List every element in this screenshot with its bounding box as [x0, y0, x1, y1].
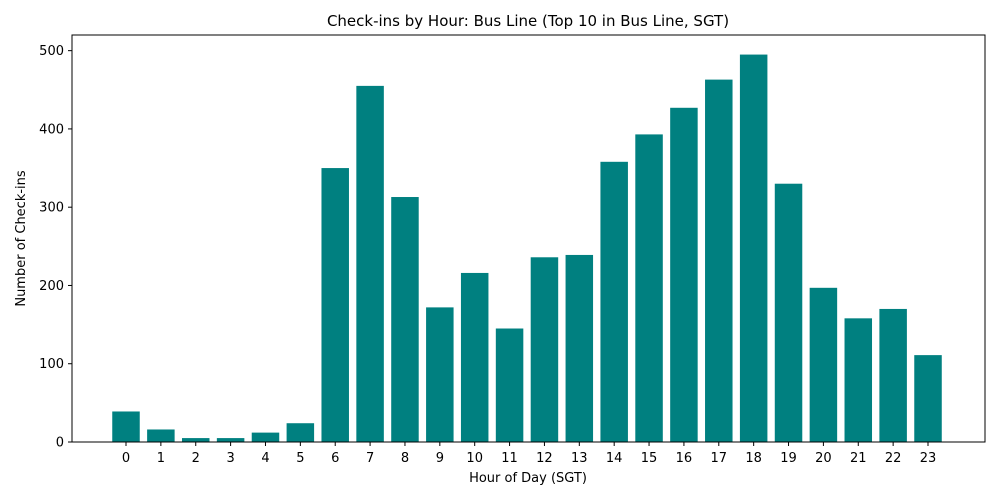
x-tick-label: 13	[571, 451, 588, 466]
x-tick-label: 6	[331, 451, 339, 466]
bar-hour-6	[321, 168, 349, 442]
x-tick-label: 17	[711, 451, 728, 466]
bar-hour-13	[565, 254, 594, 442]
y-tick-label: 300	[39, 201, 64, 216]
x-tick-label: 1	[157, 451, 165, 466]
x-tick-label: 14	[606, 451, 623, 466]
bar-hour-11	[495, 328, 524, 442]
x-tick-label: 22	[885, 451, 902, 466]
y-tick-label: 100	[39, 357, 64, 372]
bar-hour-17	[705, 79, 733, 443]
x-tick-label: 8	[401, 451, 409, 466]
x-tick-label: 10	[466, 451, 483, 466]
x-axis-label: Hour of Day (SGT)	[469, 471, 587, 486]
y-tick-label: 500	[39, 44, 64, 59]
x-tick-label: 0	[122, 451, 130, 466]
x-tick-label: 9	[436, 451, 444, 466]
bar-hour-3	[216, 438, 245, 442]
bar-hour-4	[251, 432, 280, 442]
chart-title: Check-ins by Hour: Bus Line (Top 10 in B…	[327, 12, 729, 30]
x-tick-label: 3	[226, 451, 234, 466]
bar-hour-21	[844, 318, 873, 442]
bar-hour-5	[286, 423, 315, 442]
x-tick-label: 21	[850, 451, 867, 466]
x-tick-label: 15	[641, 451, 658, 466]
bar-hour-2	[181, 438, 210, 442]
bar-hour-7	[356, 85, 384, 443]
x-axis-ticks: 0 1 2 3 4 5 6 7 8 9 10 11 12 13 14 15 16 17 18 19 20 21 22 23	[122, 442, 936, 466]
bar-hour-19	[774, 183, 803, 442]
x-tick-label: 2	[192, 451, 200, 466]
plot-frame	[71, 34, 986, 443]
bar-hour-12	[530, 257, 559, 442]
bar-hour-15	[635, 134, 663, 442]
bar-hour-8	[391, 197, 419, 442]
y-axis-label: Number of Check-ins	[14, 170, 29, 307]
x-tick-label: 12	[536, 451, 553, 466]
bar-hour-22	[879, 308, 907, 442]
x-tick-label: 23	[920, 451, 937, 466]
x-tick-label: 11	[501, 451, 518, 466]
bar-hour-16	[670, 107, 698, 442]
bar-hour-0	[112, 411, 140, 442]
y-tick-label: 200	[39, 279, 64, 294]
y-axis-ticks: 0 100 200 300 400 500	[39, 44, 72, 451]
bar-hour-1	[147, 429, 175, 442]
bar-hour-9	[426, 307, 454, 442]
x-tick-label: 7	[366, 451, 374, 466]
y-tick-label: 400	[39, 122, 64, 137]
bar-hour-18	[739, 54, 768, 442]
x-tick-label: 20	[815, 451, 832, 466]
x-tick-label: 19	[780, 451, 797, 466]
bar-hour-14	[600, 161, 628, 443]
y-tick-label: 0	[56, 436, 64, 451]
bar-hour-23	[914, 355, 942, 442]
x-tick-label: 4	[261, 451, 269, 466]
x-tick-label: 16	[676, 451, 693, 466]
bar-hour-10	[460, 272, 489, 442]
bar-hour-20	[809, 287, 838, 442]
x-tick-label: 5	[296, 451, 304, 466]
bars-group	[112, 54, 942, 443]
x-tick-label: 18	[745, 451, 762, 466]
